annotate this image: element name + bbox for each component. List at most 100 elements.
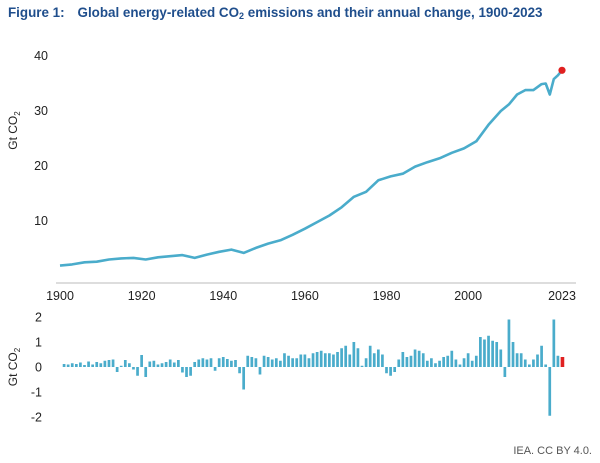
bar-1917 xyxy=(128,363,131,367)
bar-2008 xyxy=(499,350,502,368)
bar-1911 xyxy=(104,361,107,367)
y-tick-label: 20 xyxy=(34,159,48,173)
bar-1990 xyxy=(426,361,429,367)
bar-1978 xyxy=(377,350,380,368)
bar-1916 xyxy=(124,360,127,367)
bar-1953 xyxy=(275,358,278,367)
x-tick-label: 1960 xyxy=(291,289,319,303)
bar-2016 xyxy=(532,360,535,368)
bar-y-axis-label: Gt CO2 xyxy=(6,347,22,386)
bar-1982 xyxy=(393,367,396,372)
bar-1937 xyxy=(210,358,213,367)
bar-1942 xyxy=(230,361,233,367)
bar-1973 xyxy=(357,348,360,367)
bar-1988 xyxy=(418,351,421,367)
bar-1957 xyxy=(291,358,294,367)
bar-2000 xyxy=(467,353,470,367)
bar-1939 xyxy=(218,358,221,367)
bar-1921 xyxy=(144,367,147,377)
bar-2010 xyxy=(508,320,511,368)
bar-1955 xyxy=(283,353,286,367)
bar-1947 xyxy=(250,357,253,367)
bar-1934 xyxy=(197,360,200,368)
bar-2005 xyxy=(487,336,490,367)
bar-1999 xyxy=(463,358,466,367)
bar-y-tick-label: -1 xyxy=(31,386,42,400)
annual-change-bar-chart: 210-1-2Gt CO2 xyxy=(6,311,564,425)
bar-2006 xyxy=(491,341,494,367)
bar-1926 xyxy=(165,362,168,367)
bar-1991 xyxy=(430,358,433,367)
bar-1987 xyxy=(414,350,417,368)
bar-2017 xyxy=(536,355,539,368)
bar-1907 xyxy=(87,362,90,368)
bar-1974 xyxy=(361,366,364,367)
y-tick-label: 10 xyxy=(34,214,48,228)
bar-1992 xyxy=(434,363,437,367)
y-axis-label: Gt CO2 xyxy=(6,111,22,150)
bar-1961 xyxy=(308,358,311,367)
bar-1966 xyxy=(328,353,331,367)
bar-1929 xyxy=(177,360,180,367)
bar-1980 xyxy=(385,367,388,373)
bar-1963 xyxy=(316,352,319,367)
bar-1984 xyxy=(401,352,404,367)
bar-1959 xyxy=(299,355,302,368)
bar-2004 xyxy=(483,340,486,368)
x-tick-label: 2023 xyxy=(548,289,576,303)
bar-1996 xyxy=(450,351,453,367)
bar-1904 xyxy=(75,364,78,367)
bar-1960 xyxy=(304,355,307,368)
x-tick-label: 1900 xyxy=(46,289,74,303)
bar-1919 xyxy=(136,367,139,376)
bar-2002 xyxy=(475,356,478,367)
bar-1912 xyxy=(108,360,111,367)
y-axis-label-subscript: 2 xyxy=(13,111,22,116)
bar-y-tick-label: -2 xyxy=(31,411,42,425)
y-axis-label-text: Gt CO xyxy=(6,116,20,150)
bar-2018 xyxy=(540,346,543,367)
bar-1910 xyxy=(99,363,102,367)
bar-1940 xyxy=(222,357,225,367)
bar-1925 xyxy=(161,363,164,367)
bar-1908 xyxy=(91,365,94,368)
bar-1928 xyxy=(173,363,176,368)
bar-1905 xyxy=(79,363,82,368)
latest-value-marker xyxy=(558,67,565,74)
bar-2022 xyxy=(557,356,560,367)
bar-1989 xyxy=(422,353,425,367)
x-tick-label: 1980 xyxy=(373,289,401,303)
bar-1976 xyxy=(369,346,372,367)
bar-1950 xyxy=(263,356,266,367)
bar-1922 xyxy=(148,362,151,368)
bar-1924 xyxy=(157,365,160,368)
bar-1941 xyxy=(226,359,229,367)
emissions-chart: 102030401900 1920 1940 1960 1980 2000 2023Gt C… xyxy=(0,0,600,463)
bar-1938 xyxy=(214,367,217,371)
bar-1923 xyxy=(153,361,156,367)
bar-1977 xyxy=(373,353,376,367)
bar-y-axis-label-text: Gt CO xyxy=(6,352,20,386)
bar-2012 xyxy=(516,353,519,367)
bar-1962 xyxy=(312,353,315,367)
bar-2009 xyxy=(504,367,507,377)
bar-1914 xyxy=(116,367,119,372)
bar-1986 xyxy=(410,356,413,367)
emissions-series-line xyxy=(60,70,562,265)
bar-2007 xyxy=(495,342,498,367)
bar-2011 xyxy=(512,342,515,367)
credit-text: IEA. CC BY 4.0. xyxy=(513,445,592,457)
bar-1945 xyxy=(242,367,245,390)
bar-1952 xyxy=(271,360,274,368)
bar-y-tick-label: 2 xyxy=(35,311,42,325)
bar-2013 xyxy=(520,353,523,367)
bar-1931 xyxy=(185,367,188,377)
bar-2020 xyxy=(548,367,551,416)
bar-1918 xyxy=(132,367,135,370)
bar-y-tick-label: 1 xyxy=(35,336,42,350)
bar-1965 xyxy=(324,353,327,367)
x-tick-label: 2000 xyxy=(454,289,482,303)
bar-1906 xyxy=(83,365,86,367)
bar-1968 xyxy=(336,352,339,367)
bar-1979 xyxy=(381,355,384,368)
